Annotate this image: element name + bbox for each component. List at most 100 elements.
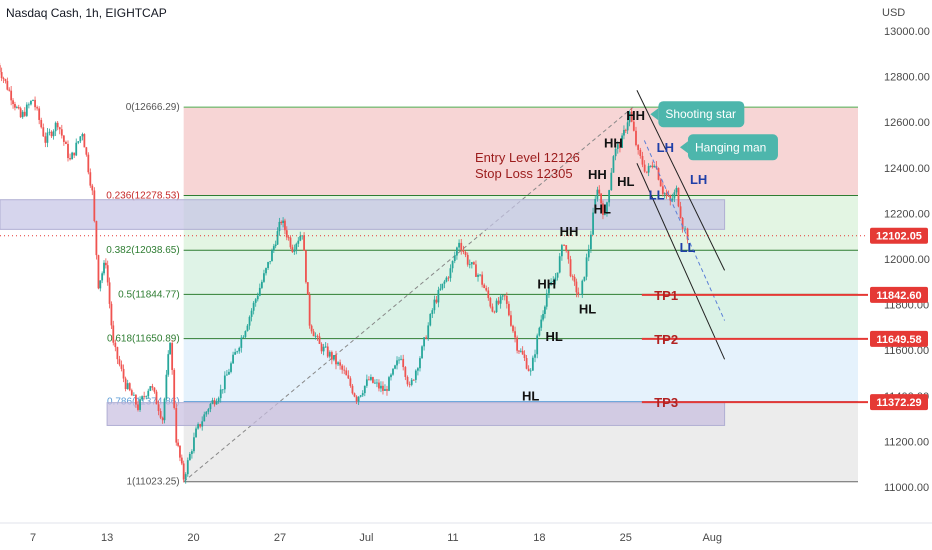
candle-body: [308, 294, 311, 326]
x-tick-label: 18: [533, 532, 545, 544]
candle-body: [161, 417, 164, 421]
candle-body: [155, 391, 158, 405]
candle-body: [681, 217, 684, 229]
structure-label-hl: HL: [545, 329, 562, 344]
x-tick-label: 20: [187, 532, 199, 544]
candle-body: [542, 313, 544, 320]
candle-body: [619, 144, 621, 148]
candle-body: [429, 313, 432, 326]
candle-body: [614, 148, 617, 157]
candle-body: [314, 335, 317, 337]
candle-body: [536, 335, 539, 355]
candle-body: [79, 136, 82, 142]
price-axis[interactable]: 13000.00 12800.00 12600.00 12400.00 12200.00…: [884, 26, 930, 494]
candle-body: [10, 90, 13, 101]
candle-body: [238, 347, 241, 352]
candle-body: [349, 378, 352, 386]
stop-loss-text: Stop Loss 12305: [475, 166, 573, 181]
candle-body: [272, 246, 275, 251]
candle-body: [15, 107, 18, 108]
candle-body: [318, 336, 321, 344]
candle-body: [118, 359, 121, 365]
callout-box: [658, 101, 745, 128]
candle-body: [141, 396, 143, 400]
time-axis[interactable]: 7 13 20 27 Jul 11 18 25 Aug: [0, 522, 932, 544]
candle-body: [326, 346, 329, 357]
candle-body: [531, 357, 534, 371]
candle-body: [577, 292, 580, 295]
candle-body: [624, 129, 627, 131]
candle-body: [404, 367, 407, 377]
candle-body: [384, 389, 386, 391]
candle-body: [421, 346, 423, 359]
candle-body: [632, 121, 635, 131]
candle-body: [425, 337, 428, 339]
candle-body: [73, 152, 76, 156]
supply-zone: [0, 199, 726, 230]
candle-body: [592, 212, 594, 235]
x-tick-label: 25: [620, 532, 632, 544]
candle-body: [489, 298, 492, 307]
candle-body: [523, 354, 526, 359]
candle-body: [301, 235, 304, 237]
candle-body: [491, 306, 494, 312]
candle-body: [330, 352, 333, 360]
candle-body: [246, 325, 249, 332]
candle-body: [50, 131, 53, 137]
fib-label-0.618: 0.618(11650.89): [107, 334, 180, 345]
candle-body: [112, 325, 115, 343]
candle-body: [167, 354, 170, 375]
candle-body: [671, 198, 674, 201]
candle-body: [83, 134, 86, 148]
candle-body: [291, 247, 294, 252]
price-tag-text-tp2: 11649.58: [876, 334, 921, 346]
candle-body: [550, 282, 552, 285]
candle-body: [673, 192, 676, 199]
candle-body: [651, 165, 654, 168]
candle-body: [643, 164, 646, 172]
candle-body: [665, 193, 668, 196]
candle-body: [398, 359, 400, 361]
entry-level-text: Entry Level 12126: [475, 150, 580, 165]
candle-body: [458, 242, 460, 248]
candle-body: [256, 295, 259, 300]
candle-body: [408, 384, 411, 386]
candle-body: [260, 281, 263, 288]
candle-body: [514, 331, 516, 338]
structure-label-hh: HH: [560, 224, 579, 239]
fib-band-0.382: [183, 250, 859, 295]
candle-body: [89, 172, 92, 186]
y-tick-label: 12200.00: [884, 208, 930, 220]
candle-body: [382, 385, 384, 391]
price-tags: 11842.60 11649.58 11372.29 12102.05: [870, 227, 928, 411]
price-tag-tp3: [870, 394, 928, 411]
candle-body: [435, 299, 438, 303]
y-tick-label: 13000.00: [884, 26, 930, 38]
candle-body: [639, 149, 642, 156]
candle-body: [585, 257, 588, 277]
chart-title: Nasdaq Cash, 1h, EIGHTCAP: [6, 6, 167, 20]
candle-body: [316, 335, 319, 337]
candle-body: [171, 343, 174, 370]
candle-body: [445, 277, 448, 282]
structure-label-hh: HH: [537, 277, 556, 292]
candle-body: [85, 147, 88, 155]
candle-body: [464, 252, 467, 255]
callout-pointer: [679, 141, 688, 154]
x-tick-label: 7: [30, 532, 36, 544]
candle-body: [258, 287, 261, 296]
candle-body: [630, 111, 633, 122]
candle-body: [106, 265, 109, 283]
candle-body: [341, 365, 344, 370]
candle-body: [306, 282, 309, 295]
candle-body: [573, 276, 576, 282]
candle-body: [410, 379, 413, 385]
candle-body: [2, 78, 5, 80]
candle-body: [71, 152, 74, 160]
candle-body: [223, 375, 226, 390]
candle-body: [101, 273, 104, 281]
candle-body: [548, 284, 550, 294]
candle-body: [339, 362, 342, 366]
candle-body: [14, 103, 16, 108]
